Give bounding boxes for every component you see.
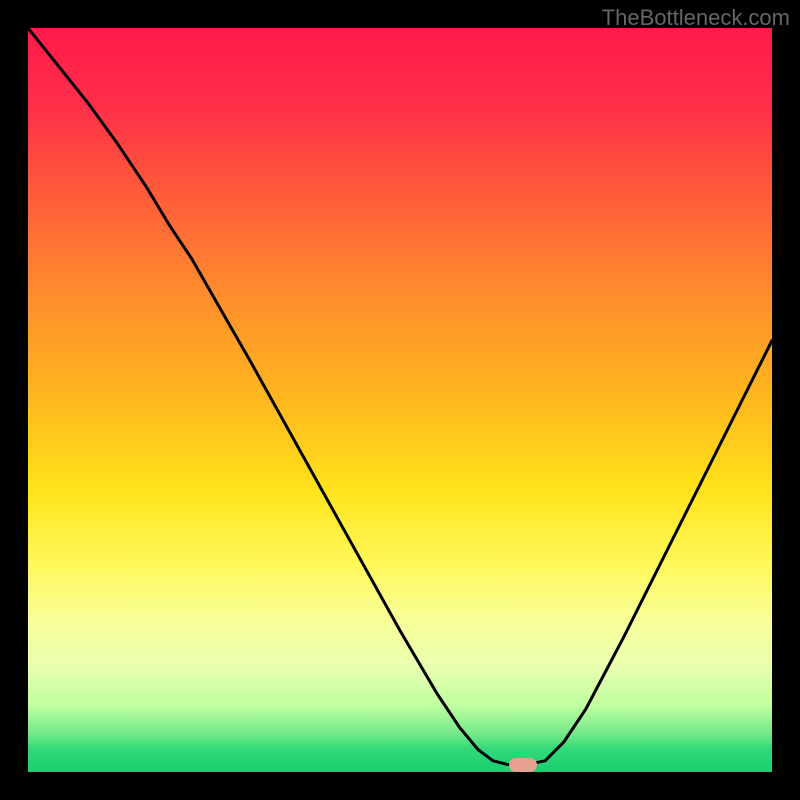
bottleneck-curve	[28, 28, 772, 765]
optimal-marker	[509, 758, 537, 772]
plot-area	[28, 28, 772, 772]
curve-layer	[28, 28, 772, 772]
watermark-text: TheBottleneck.com	[602, 5, 790, 31]
chart-container: TheBottleneck.com	[0, 0, 800, 800]
